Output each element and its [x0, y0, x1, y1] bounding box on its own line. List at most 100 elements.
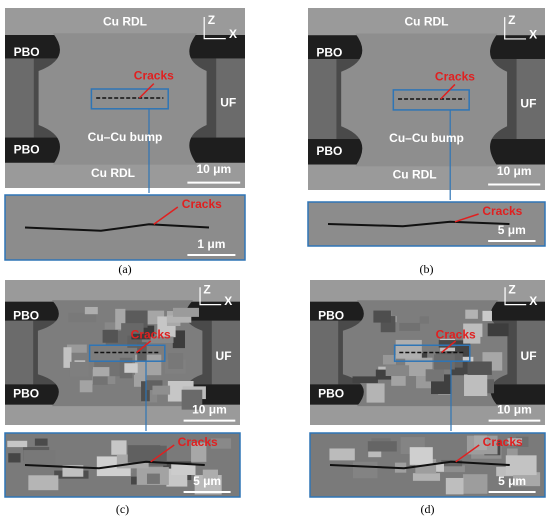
z-label: Z — [508, 13, 515, 27]
top-rdl-label: Cu RDL — [103, 15, 147, 29]
z-label: Z — [203, 282, 210, 296]
scale-label: 10 μm — [192, 403, 227, 417]
inset-cracks-label: Cracks — [178, 435, 218, 449]
scale-label: 10 μm — [196, 162, 231, 176]
cracks-label: Cracks — [131, 327, 171, 341]
crack-arrow — [138, 83, 155, 99]
crack-arrow — [440, 83, 456, 100]
grain — [168, 353, 184, 370]
grain — [79, 380, 93, 393]
inset-arrow — [454, 213, 479, 223]
grain — [373, 310, 391, 323]
bump — [38, 33, 207, 165]
grain — [438, 340, 456, 348]
bump — [341, 33, 508, 167]
inset-arrow — [150, 444, 175, 463]
grain — [102, 329, 118, 343]
inset-grain — [513, 472, 541, 487]
inset-grain — [429, 462, 445, 472]
panel-label: (b) — [420, 262, 434, 276]
inset-grain — [23, 450, 56, 466]
inset-scale-label: 5 μm — [498, 474, 526, 488]
inset-grain — [34, 438, 48, 446]
crack-box — [90, 88, 169, 110]
grain — [133, 374, 147, 387]
panel-label: (c) — [116, 502, 129, 516]
uf-right — [516, 320, 545, 385]
crack-box — [392, 89, 470, 111]
crack-arrow — [136, 340, 152, 354]
grain — [63, 347, 72, 368]
grain — [425, 369, 445, 382]
inset-arrow — [153, 206, 179, 225]
pbo-bottom-label: PBO — [13, 387, 39, 401]
inset-grain — [462, 474, 488, 494]
pbo-top-label: PBO — [13, 308, 39, 322]
inset-grain — [191, 442, 207, 462]
grain — [121, 323, 144, 334]
pbo-bottom-label: PBO — [316, 144, 342, 158]
x-label: X — [224, 294, 232, 308]
grain — [66, 344, 87, 353]
top-band — [5, 280, 240, 302]
inset-grain — [8, 453, 21, 463]
inset-grain — [194, 475, 222, 495]
grain — [399, 322, 421, 331]
inset-grain — [7, 440, 28, 448]
uf-right — [216, 58, 245, 138]
inset-crack — [24, 223, 210, 232]
inset-grain — [352, 461, 378, 479]
bump-label: Cu–Cu bump — [88, 130, 163, 144]
grain — [463, 332, 481, 344]
scale-label: 10 μm — [497, 403, 532, 417]
grain — [181, 389, 203, 410]
grain — [172, 330, 186, 349]
inset-cracks-label: Cracks — [182, 197, 222, 211]
inset-grain — [127, 445, 161, 463]
grain — [482, 310, 492, 322]
inset-grain — [202, 469, 218, 479]
x-label: X — [529, 27, 537, 41]
grain — [93, 376, 108, 385]
grain — [69, 361, 89, 377]
inset-grain — [367, 441, 397, 452]
inset-grain — [28, 475, 59, 491]
grain — [68, 312, 97, 323]
inset-cracks-label: Cracks — [482, 204, 522, 218]
pbo-bottom-label: PBO — [14, 142, 40, 156]
uf-label: UF — [220, 96, 236, 110]
panel-label: (d) — [421, 502, 435, 516]
axes-icon — [199, 287, 222, 306]
inset-grain — [441, 459, 463, 467]
grain — [382, 354, 396, 365]
inset-scale-label: 5 μm — [193, 474, 221, 488]
pbo-top-label: PBO — [316, 46, 342, 60]
grain — [124, 363, 138, 373]
pbo-top-label: PBO — [14, 45, 40, 59]
bottom-rdl-label: Cu RDL — [91, 166, 135, 180]
uf-label: UF — [216, 349, 232, 363]
grain — [465, 309, 478, 319]
uf-right — [211, 320, 240, 385]
inset-grain — [146, 473, 160, 484]
cracks-label: Cracks — [436, 327, 476, 341]
axes-icon — [504, 17, 527, 40]
inset-crack — [327, 220, 510, 228]
uf-left — [310, 320, 339, 385]
grain — [464, 374, 488, 397]
crack-box — [393, 344, 471, 362]
uf-label: UF — [521, 349, 537, 363]
bottom-band — [5, 404, 240, 425]
grain — [137, 342, 147, 361]
inset-arrow — [455, 444, 480, 463]
inset-grain — [412, 473, 441, 481]
uf-label: UF — [520, 97, 536, 111]
crack-arrow — [441, 340, 457, 354]
bottom-rdl-label: Cu RDL — [393, 168, 437, 182]
pbo-top-label: PBO — [318, 308, 344, 322]
grain — [419, 316, 430, 324]
cracks-label: Cracks — [435, 69, 475, 83]
grain — [84, 306, 98, 315]
inset-scale-label: 5 μm — [498, 223, 526, 237]
grain — [463, 323, 483, 337]
